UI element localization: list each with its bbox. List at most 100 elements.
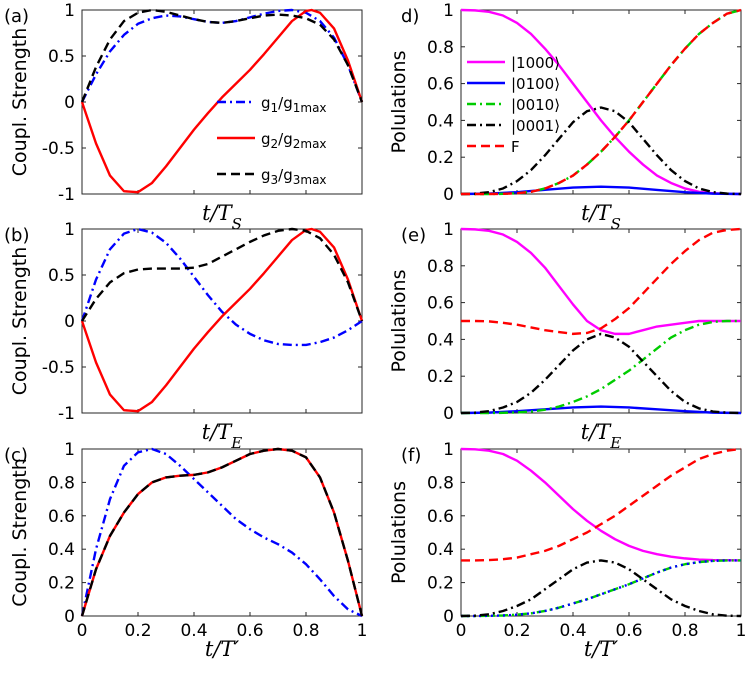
x-axis-label-b: t/TE	[202, 420, 243, 452]
ytick-label: 0	[443, 185, 454, 205]
xtick-label: 0	[456, 621, 467, 641]
ytick-label: 0.4	[427, 111, 454, 131]
xtick-label: 1	[357, 621, 368, 641]
panel-b: -1 -0.5 0 0.5 1 (b)Coupl. Strength t/TE	[4, 220, 364, 452]
ytick-label: 0.6	[427, 75, 454, 95]
panel-c: 0 0.2 0.4 0.6 0.8 1 0 0.2 0.4 0.6 0.8 1 (c)Coupl. St…	[4, 440, 367, 661]
y-axis-label-b: Coupl. Strength	[9, 247, 31, 396]
xtick-label: 0	[77, 621, 88, 641]
x-axis-label-c: t/T′	[205, 637, 240, 661]
ytick-label: 0.6	[427, 507, 454, 527]
xtick-label: 0.6	[615, 621, 642, 641]
legend-entry: g1/g1max	[261, 94, 327, 115]
ytick-label: -0.5	[42, 358, 75, 378]
ytick-label: -1	[58, 404, 75, 424]
legend-entry: |1000⟩	[511, 54, 560, 72]
axes-box-b	[81, 228, 363, 414]
ytick-label: 1	[443, 220, 454, 240]
x-axis-label-a: t/TS	[202, 201, 242, 233]
panel-label-b: (b)	[4, 225, 29, 246]
legend-entry: |0010⟩	[511, 96, 560, 114]
series-line-a-2	[80, 8, 364, 103]
y-axis-label-a: Coupl. Strength	[9, 28, 31, 177]
xtick-label: 0.6	[236, 621, 263, 641]
ytick-label: -0.5	[42, 139, 75, 159]
legend-d: |1000⟩ |0100⟩ |0010⟩ |0001⟩ F	[467, 54, 560, 156]
ytick-label: 0.8	[427, 38, 454, 58]
ytick-label: 0.2	[427, 574, 454, 594]
panel-f: 0 0.2 0.4 0.6 0.8 1 0 0.2 0.4 0.6 0.8 1 (f) Polulatio…	[388, 440, 746, 661]
series-line-e-0	[460, 227, 741, 336]
x-axis-label-f: t/T′	[584, 637, 619, 661]
axes-box-d	[460, 9, 742, 195]
panel-a: -1 -0.5 0 0.5 1 (a)Coupl. Strength t/TS g1/g1ma…	[4, 1, 364, 233]
series-line-e-2	[461, 319, 741, 415]
series-line-f-3	[460, 559, 742, 618]
series-line-d-4	[461, 8, 742, 196]
ytick-label: -1	[58, 185, 75, 205]
panel-label-e: (e)	[401, 225, 426, 246]
ytick-label: 0.6	[427, 294, 454, 314]
legend-entry: F	[511, 138, 520, 156]
ytick-label: 0.4	[427, 330, 454, 350]
ytick-label: 0	[64, 93, 75, 113]
ytick-label: 0.6	[48, 507, 75, 527]
ytick-label: 0.5	[48, 266, 75, 286]
series-line-f-0	[460, 447, 742, 562]
panel-label-d: d)	[401, 6, 419, 27]
xtick-label: 0.2	[124, 621, 151, 641]
ytick-label: 0	[443, 607, 454, 627]
series-line-a-1	[80, 8, 364, 194]
ytick-label: 0.8	[48, 473, 75, 493]
ytick-label: 0.8	[427, 473, 454, 493]
ytick-label: 0.8	[427, 257, 454, 277]
xtick-label: 0.2	[503, 621, 530, 641]
ytick-label: 1	[443, 1, 454, 21]
xtick-label: 0.8	[292, 621, 319, 641]
ytick-label: 1	[64, 1, 75, 21]
series-line-d-2	[461, 8, 742, 196]
ytick-label: 0.4	[427, 540, 454, 560]
series-line-a-0	[80, 8, 364, 103]
panel-e: 0 0.2 0.4 0.6 0.8 1 (e) Polulations t/TE	[388, 220, 742, 452]
series-line-e-3	[460, 332, 742, 415]
ytick-label: 0.4	[48, 540, 75, 560]
series-line-e-4	[461, 227, 742, 336]
series-line-d-0	[460, 8, 742, 196]
series-line-b-2	[80, 227, 364, 322]
series-line-b-1	[80, 227, 364, 413]
xtick-label: 0.4	[180, 621, 207, 641]
ytick-label: 0.2	[48, 574, 75, 594]
axes-box-c	[81, 448, 363, 617]
ytick-label: 0.2	[427, 367, 454, 387]
y-axis-label-d: Polulations	[388, 51, 410, 154]
ytick-label: 1	[64, 440, 75, 460]
series-line-b-0	[80, 227, 363, 347]
ytick-label: 1	[443, 440, 454, 460]
legend-entry: |0001⟩	[511, 117, 560, 135]
series-line-f-2	[461, 559, 741, 618]
ytick-label: 0.5	[48, 47, 75, 67]
panel-label-a: (a)	[4, 6, 29, 27]
legend-entry: g2/g2max	[261, 130, 327, 151]
xtick-label: 1	[736, 621, 747, 641]
y-axis-label-e: Polulations	[388, 270, 410, 373]
series-line-c-0	[80, 447, 363, 618]
series-line-c-2	[80, 447, 364, 617]
ytick-label: 0.2	[427, 148, 454, 168]
panel-d: 0 0.2 0.4 0.6 0.8 1 d) Polulations t/TS |1000⟩ |01…	[388, 1, 742, 233]
legend-entry: |0100⟩	[511, 75, 560, 93]
ytick-label: 0	[64, 312, 75, 332]
y-axis-label-f: Polulations	[388, 481, 410, 584]
legend-entry: g3/g3max	[261, 166, 327, 187]
series-line-d-3	[460, 106, 742, 196]
xtick-label: 0.8	[671, 621, 698, 641]
panel-label-f: (f)	[401, 445, 421, 466]
series-line-c-1	[80, 447, 364, 617]
x-axis-label-e: t/TE	[581, 420, 622, 452]
axes-box-f	[460, 448, 742, 617]
series-line-f-4	[461, 447, 742, 562]
x-axis-label-d: t/TS	[581, 201, 621, 233]
ytick-label: 0	[64, 607, 75, 627]
